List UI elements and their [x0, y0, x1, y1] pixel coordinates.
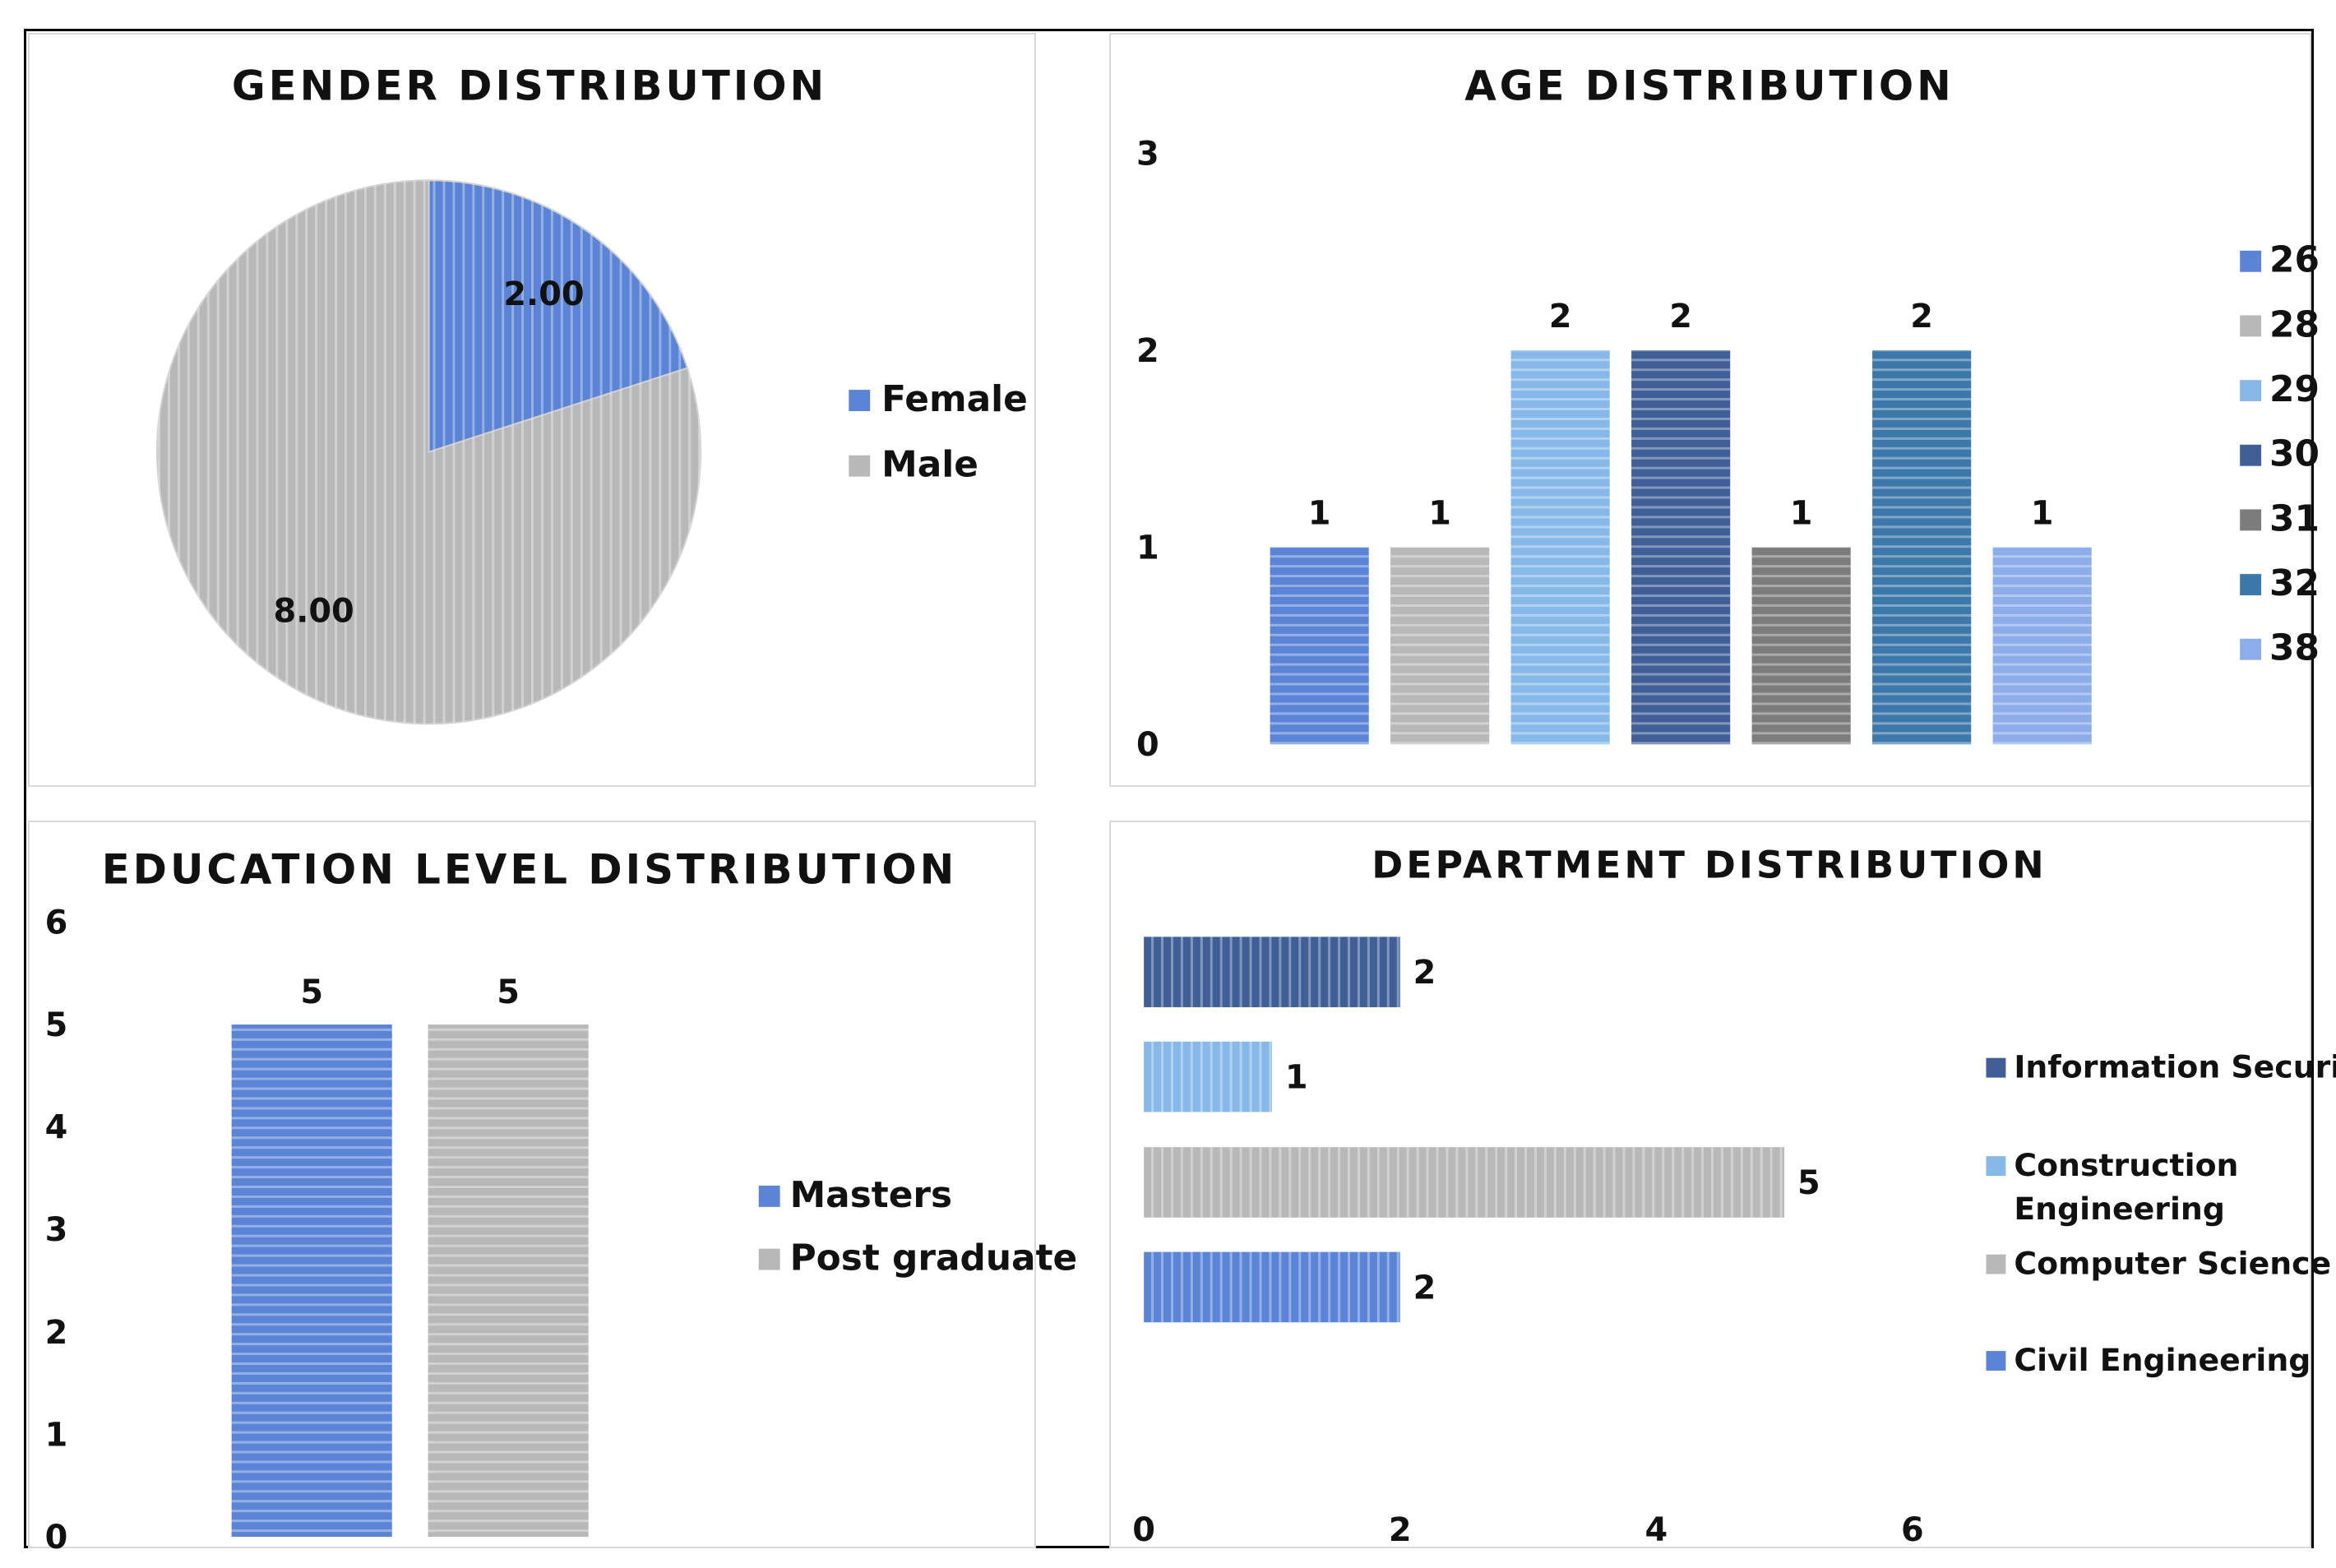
- legend-label-male: Male: [881, 444, 978, 486]
- edu-ytick-label: 6: [45, 904, 68, 941]
- age-legend-label-32: 32: [2269, 562, 2320, 604]
- age-data-label-30: 2: [1669, 298, 1692, 335]
- dept-data-label-construction-engineering: 1: [1285, 1059, 1308, 1097]
- age-bar-texture-32: [1872, 349, 1972, 745]
- age-data-label-38: 1: [2031, 495, 2054, 533]
- edu-data-label-masters: 5: [300, 974, 323, 1011]
- dept-legend-label-computer-science: Computer Science: [2014, 1246, 2331, 1282]
- dept-xtick-label: 0: [1132, 1511, 1155, 1549]
- edu-ytick-label: 1: [45, 1416, 68, 1454]
- age-legend-swatch-29: [2240, 380, 2262, 402]
- age-bar-chart: AGE DISTRIBUTION 0 1 2 3 1 1 2 2 1 2 1 26 28 29 30 31…: [1136, 62, 2320, 765]
- dept-bar-texture-civil-engineering: [1144, 1251, 1400, 1323]
- dept-legend-label-information-security: Information Security: [2014, 1049, 2336, 1085]
- age-bar-texture-30: [1631, 349, 1731, 745]
- education-chart-title: EDUCATION LEVEL DISTRIBUTION: [102, 846, 958, 894]
- dept-legend-swatch-computer-science: [1986, 1254, 2006, 1274]
- age-ytick-label: 3: [1136, 135, 1159, 173]
- dept-legend-swatch-information-security: [1986, 1057, 2006, 1078]
- age-legend-swatch-28: [2240, 315, 2262, 337]
- dept-data-label-computer-science: 5: [1797, 1164, 1820, 1202]
- age-ytick-label: 2: [1136, 332, 1159, 370]
- age-bar-texture-29: [1510, 349, 1610, 745]
- dept-legend-swatch-construction-engineering: [1986, 1156, 2006, 1177]
- dept-bar-texture-information-security: [1144, 937, 1400, 1007]
- age-legend-swatch-32: [2240, 574, 2262, 596]
- department-chart-title: DEPARTMENT DISTRIBUTION: [1372, 843, 2047, 887]
- edu-legend-swatch-masters: [758, 1185, 780, 1207]
- age-legend-swatch-31: [2240, 509, 2262, 531]
- age-ytick-label: 0: [1136, 726, 1159, 764]
- age-bar-texture-38: [1992, 547, 2092, 745]
- age-legend-label-31: 31: [2269, 497, 2320, 539]
- dept-legend-label-civil-engineering: Civil Engineering: [2014, 1342, 2311, 1378]
- age-data-label-31: 1: [1790, 495, 1813, 533]
- dept-bar-texture-construction-engineering: [1144, 1041, 1272, 1112]
- legend-swatch-female: [849, 390, 871, 411]
- edu-bar-texture-masters: [231, 1025, 392, 1538]
- edu-ytick-label: 3: [45, 1211, 68, 1249]
- gender-chart-title: GENDER DISTRIBUTION: [232, 62, 827, 110]
- edu-ytick-label: 4: [45, 1109, 68, 1147]
- age-ytick-label: 1: [1136, 530, 1159, 567]
- edu-ytick-label: 2: [45, 1314, 68, 1352]
- edu-ytick-label: 0: [45, 1519, 68, 1556]
- age-legend-label-29: 29: [2269, 368, 2320, 410]
- age-legend-label-28: 28: [2269, 303, 2320, 345]
- legend-label-female: Female: [881, 378, 1028, 420]
- figure-frame: GENDER DISTRIBUTION 2.00 8.00 Female Male …: [24, 29, 2336, 1556]
- pie-data-label-female: 2.00: [503, 275, 584, 313]
- age-legend-swatch-30: [2240, 444, 2262, 466]
- age-chart-title: AGE DISTRIBUTION: [1464, 62, 1954, 110]
- age-legend-label-30: 30: [2269, 433, 2320, 475]
- pie-data-label-male: 8.00: [274, 592, 354, 630]
- age-bar-texture-28: [1390, 547, 1490, 745]
- age-bar-texture-26: [1270, 547, 1369, 745]
- dept-legend-swatch-civil-engineering: [1986, 1351, 2006, 1371]
- edu-legend-label-post-graduate: Post graduate: [790, 1237, 1078, 1279]
- age-data-label-32: 2: [1910, 298, 1933, 335]
- dept-xtick-label: 6: [1901, 1511, 1924, 1549]
- age-bar-texture-31: [1751, 547, 1851, 745]
- edu-ytick-label: 5: [45, 1006, 68, 1044]
- age-data-label-26: 1: [1308, 495, 1331, 533]
- age-distribution-panel: AGE DISTRIBUTION 0 1 2 3 1 1 2 2 1 2 1 26 28 29 30 31…: [1109, 33, 2320, 787]
- gender-distribution-panel: GENDER DISTRIBUTION 2.00 8.00 Female Male: [28, 33, 1036, 787]
- dept-xtick-label: 4: [1644, 1511, 1668, 1549]
- dept-legend-label-construction-engineering: Construction Engineering: [2014, 1147, 2238, 1227]
- dept-bar-texture-computer-science: [1144, 1147, 1785, 1218]
- gender-pie-chart: GENDER DISTRIBUTION 2.00 8.00 Female Male: [156, 62, 1028, 725]
- age-data-label-28: 1: [1428, 495, 1451, 533]
- age-data-label-29: 2: [1549, 298, 1572, 335]
- department-bar-chart: DEPARTMENT DISTRIBUTION 0 2 4 6 2 1 5 2 Inform…: [1132, 843, 2336, 1549]
- department-distribution-panel: DEPARTMENT DISTRIBUTION 0 2 4 6 2 1 5 2 Inform…: [1109, 821, 2336, 1549]
- pie-slice-texture-male: [156, 180, 701, 724]
- age-legend-swatch-26: [2240, 250, 2262, 272]
- edu-legend-swatch-post-graduate: [758, 1248, 780, 1270]
- edu-data-label-post-graduate: 5: [497, 974, 520, 1011]
- legend-swatch-male: [849, 455, 871, 477]
- age-legend-swatch-38: [2240, 638, 2262, 660]
- dept-data-label-civil-engineering: 2: [1413, 1269, 1436, 1307]
- dept-data-label-information-security: 2: [1413, 954, 1436, 992]
- edu-legend-label-masters: Masters: [790, 1174, 953, 1216]
- dept-xtick-label: 2: [1389, 1511, 1412, 1549]
- age-legend-label-38: 38: [2269, 627, 2320, 669]
- edu-bar-texture-post-graduate: [428, 1025, 589, 1538]
- pie-slice-texture-female: [428, 180, 687, 452]
- age-legend-label-26: 26: [2269, 239, 2320, 281]
